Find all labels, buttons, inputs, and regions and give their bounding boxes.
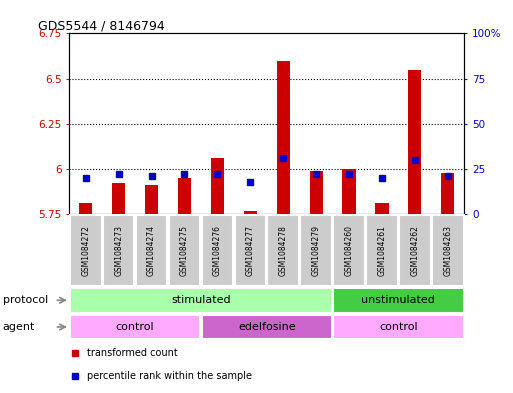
Bar: [70, 315, 200, 339]
Text: GSM1084275: GSM1084275: [180, 225, 189, 276]
Text: GDS5544 / 8146794: GDS5544 / 8146794: [37, 19, 164, 32]
Bar: [234, 215, 266, 286]
Bar: [211, 158, 224, 214]
Bar: [309, 171, 323, 214]
Bar: [169, 215, 200, 286]
Text: stimulated: stimulated: [171, 295, 231, 305]
Bar: [333, 288, 464, 312]
Bar: [432, 215, 464, 286]
Bar: [333, 315, 464, 339]
Text: protocol: protocol: [3, 295, 48, 305]
Bar: [79, 203, 92, 214]
Text: transformed count: transformed count: [87, 348, 178, 358]
Bar: [343, 169, 356, 214]
Bar: [103, 215, 134, 286]
Bar: [244, 211, 257, 214]
Text: GSM1084260: GSM1084260: [345, 225, 353, 276]
Bar: [333, 215, 365, 286]
Text: control: control: [379, 322, 418, 332]
Text: GSM1084279: GSM1084279: [311, 225, 321, 276]
Text: GSM1084277: GSM1084277: [246, 225, 255, 276]
Bar: [70, 288, 332, 312]
Text: agent: agent: [3, 322, 35, 332]
Bar: [399, 215, 431, 286]
Text: control: control: [116, 322, 154, 332]
Text: GSM1084263: GSM1084263: [443, 225, 452, 276]
Bar: [202, 215, 233, 286]
Text: GSM1084261: GSM1084261: [378, 225, 386, 276]
Bar: [300, 215, 332, 286]
Bar: [441, 173, 455, 214]
Bar: [70, 215, 102, 286]
Bar: [366, 215, 398, 286]
Text: GSM1084274: GSM1084274: [147, 225, 156, 276]
Bar: [178, 178, 191, 214]
Bar: [136, 215, 167, 286]
Text: GSM1084276: GSM1084276: [213, 225, 222, 276]
Text: GSM1084262: GSM1084262: [410, 225, 420, 276]
Text: GSM1084272: GSM1084272: [81, 225, 90, 276]
Bar: [376, 203, 388, 214]
Text: percentile rank within the sample: percentile rank within the sample: [87, 371, 252, 380]
Text: GSM1084273: GSM1084273: [114, 225, 123, 276]
Text: GSM1084278: GSM1084278: [279, 225, 288, 276]
Bar: [267, 215, 299, 286]
Bar: [112, 184, 125, 214]
Bar: [202, 315, 332, 339]
Text: unstimulated: unstimulated: [362, 295, 436, 305]
Bar: [408, 70, 422, 214]
Text: edelfosine: edelfosine: [238, 322, 295, 332]
Bar: [277, 61, 290, 214]
Bar: [145, 185, 158, 214]
